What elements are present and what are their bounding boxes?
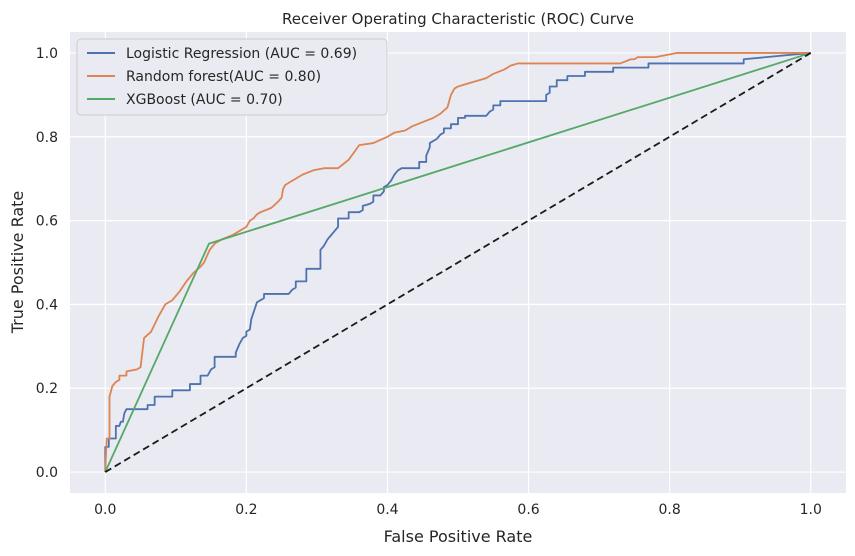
legend-label-random-forest: Random forest(AUC = 0.80) [126,69,321,85]
x-tick-label: 1.0 [800,502,822,518]
chance-diagonal-line [104,52,812,473]
legend-box [76,38,388,116]
chart-title: Receiver Operating Characteristic (ROC) … [282,10,634,28]
y-tick-label: 0.4 [36,297,58,313]
x-tick-label: 0.4 [376,502,398,518]
series-line-random-forest [104,52,811,473]
series-line-logistic-regression [104,52,811,473]
legend: Logistic Regression (AUC = 0.69) Random … [76,38,388,116]
x-axis-label: False Positive Rate [384,527,533,546]
y-axis-label: True Positive Rate [8,191,27,335]
x-tick-labels: 0.0 0.2 0.4 0.6 0.8 1.0 [94,502,822,518]
y-tick-label: 0.8 [36,130,58,146]
y-tick-labels: 0.0 0.2 0.4 0.6 0.8 1.0 [36,46,58,481]
x-tick-label: 0.8 [659,502,681,518]
x-tick-label: 0.2 [235,502,257,518]
x-tick-label: 0.0 [94,502,116,518]
y-tick-label: 1.0 [36,46,58,62]
y-tick-label: 0.0 [36,465,58,481]
y-tick-label: 0.2 [36,381,58,397]
x-tick-label: 0.6 [517,502,539,518]
series-line-xgboost [104,52,812,473]
legend-label-logistic: Logistic Regression (AUC = 0.69) [126,46,357,62]
y-tick-label: 0.6 [36,214,58,230]
legend-label-xgboost: XGBoost (AUC = 0.70) [126,92,283,108]
series-layer [104,52,812,473]
